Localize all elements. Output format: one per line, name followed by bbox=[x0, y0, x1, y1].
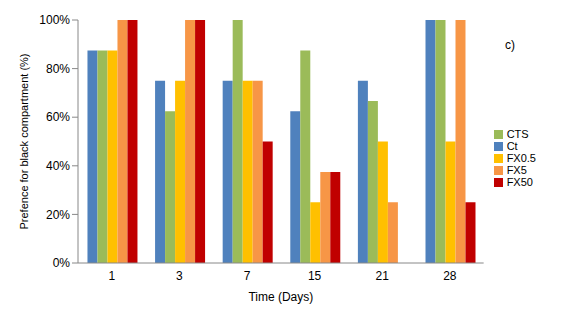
svg-text:1: 1 bbox=[108, 269, 115, 283]
html-text:c): c) bbox=[505, 38, 515, 52]
html-text:FX50: FX50 bbox=[506, 175, 533, 188]
html-text:FX0.5: FX0.5 bbox=[506, 151, 536, 164]
svg-text:7: 7 bbox=[244, 269, 251, 283]
svg-text:28: 28 bbox=[443, 269, 457, 283]
svg-text:21: 21 bbox=[376, 269, 390, 283]
svg-text:Prefence for black compartment: Prefence for black compartment (%) bbox=[18, 53, 30, 229]
html-text:FX5: FX5 bbox=[506, 163, 527, 176]
svg-text:3: 3 bbox=[176, 269, 183, 283]
svg-text:80%: 80% bbox=[46, 62, 70, 76]
svg-text:15: 15 bbox=[308, 269, 322, 283]
html-text:Ct: Ct bbox=[506, 139, 518, 152]
svg-text:0%: 0% bbox=[53, 256, 71, 270]
svg-text:Time (Days): Time (Days) bbox=[248, 290, 313, 304]
svg-text:60%: 60% bbox=[46, 110, 70, 124]
html-text:CTS: CTS bbox=[506, 127, 529, 140]
svg-text:40%: 40% bbox=[46, 159, 70, 173]
svg-text:100%: 100% bbox=[39, 13, 70, 27]
svg-text:20%: 20% bbox=[46, 208, 70, 222]
